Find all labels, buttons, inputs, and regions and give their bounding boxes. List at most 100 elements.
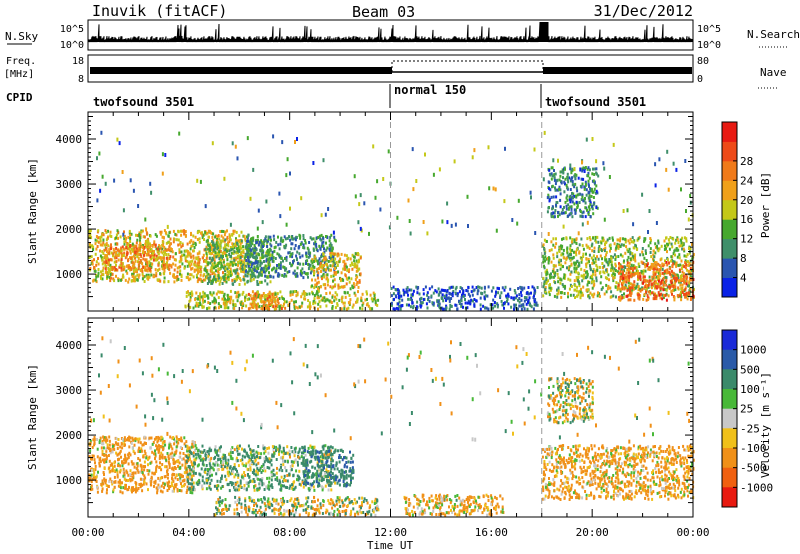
echo-pixel — [283, 266, 286, 269]
echo-pixel — [577, 261, 580, 265]
echo-pixel — [135, 250, 138, 254]
echo-pixel — [595, 206, 598, 209]
echo-pixel — [169, 255, 172, 259]
echo-pixel — [546, 270, 549, 274]
echo-pixel — [320, 213, 323, 218]
echo-pixel — [556, 251, 559, 255]
echo-pixel — [569, 278, 572, 282]
echo-pixel — [230, 251, 233, 255]
echo-pixel — [614, 258, 617, 261]
echo-pixel — [367, 304, 370, 308]
echo-pixel — [285, 173, 288, 178]
echo-pixel — [328, 239, 331, 243]
echo-pixel — [582, 199, 585, 203]
echo-pixel — [356, 300, 359, 304]
echo-pixel — [155, 271, 158, 275]
echo-pixel — [360, 298, 363, 302]
echo-pixel — [128, 231, 131, 235]
echo-pixel — [667, 238, 670, 242]
echo-pixel — [98, 461, 101, 465]
echo-pixel — [233, 278, 236, 282]
echo-pixel — [520, 287, 523, 291]
echo-pixel — [113, 266, 116, 270]
echo-pixel — [520, 307, 523, 311]
echo-pixel — [690, 297, 693, 300]
echo-pixel — [211, 300, 214, 304]
echo-pixel — [109, 469, 112, 473]
echo-pixel — [97, 257, 99, 260]
echo-pixel — [134, 244, 137, 248]
echo-pixel — [244, 254, 247, 258]
echo-pixel — [217, 296, 220, 300]
echo-pixel — [260, 266, 263, 270]
echo-pixel — [460, 302, 463, 306]
echo-pixel — [549, 276, 552, 280]
echo-pixel — [369, 293, 372, 297]
echo-pixel — [150, 190, 153, 195]
echo-pixel — [115, 256, 118, 260]
echo-pixel — [662, 288, 665, 292]
echo-pixel — [291, 255, 294, 259]
echo-pixel — [586, 261, 589, 265]
echo-pixel — [270, 303, 273, 307]
echo-pixel — [307, 255, 310, 259]
echo-pixel — [108, 479, 111, 483]
echo-pixel — [560, 247, 563, 251]
echo-pixel — [89, 229, 92, 233]
echo-pixel — [148, 436, 151, 440]
echo-pixel — [201, 298, 204, 302]
echo-pixel — [250, 278, 253, 282]
echo-pixel — [683, 279, 685, 283]
echo-pixel — [641, 286, 644, 290]
echo-pixel — [664, 244, 666, 248]
echo-pixel — [180, 233, 183, 237]
echo-pixel — [671, 279, 674, 282]
echo-pixel — [175, 238, 178, 242]
echo-pixel — [226, 229, 228, 233]
echo-pixel — [554, 172, 557, 176]
echo-pixel — [604, 276, 607, 280]
echo-pixel — [226, 237, 229, 241]
echo-pixel — [636, 248, 638, 251]
echo-pixel — [271, 300, 274, 304]
echo-pixel — [554, 186, 556, 190]
echo-pixel — [102, 238, 105, 242]
echo-pixel — [555, 242, 558, 246]
echo-pixel — [619, 237, 622, 241]
echo-pixel — [632, 273, 635, 277]
echo-pixel — [99, 249, 101, 253]
echo-pixel — [566, 251, 569, 255]
echo-pixel — [571, 256, 574, 260]
echo-pixel — [157, 268, 159, 272]
echo-pixel — [192, 445, 195, 449]
echo-pixel — [553, 169, 555, 172]
echo-pixel — [684, 295, 687, 299]
echo-pixel — [629, 298, 632, 302]
echo-pixel — [677, 286, 680, 290]
echo-pixel — [577, 275, 580, 279]
echo-pixel — [322, 236, 325, 240]
echo-pixel — [643, 292, 646, 296]
echo-pixel — [259, 248, 262, 252]
echo-pixel — [612, 279, 615, 283]
echo-pixel — [653, 276, 656, 280]
echo-pixel — [669, 267, 672, 271]
echo-pixel — [105, 449, 108, 453]
echo-pixel — [561, 283, 564, 287]
echo-pixel — [164, 251, 166, 255]
echo-pixel — [100, 276, 102, 280]
echo-pixel — [167, 280, 170, 284]
echo-pixel — [668, 241, 671, 245]
echo-pixel — [649, 251, 652, 254]
echo-pixel — [582, 255, 585, 258]
echo-pixel — [233, 258, 236, 262]
echo-pixel — [217, 271, 220, 275]
echo-pixel — [334, 239, 337, 243]
echo-pixel — [193, 246, 196, 249]
echo-pixel — [635, 269, 638, 273]
echo-pixel — [570, 205, 573, 209]
echo-pixel — [609, 244, 612, 247]
echo-pixel — [566, 172, 569, 176]
echo-pixel — [192, 275, 195, 279]
echo-pixel — [622, 209, 625, 213]
